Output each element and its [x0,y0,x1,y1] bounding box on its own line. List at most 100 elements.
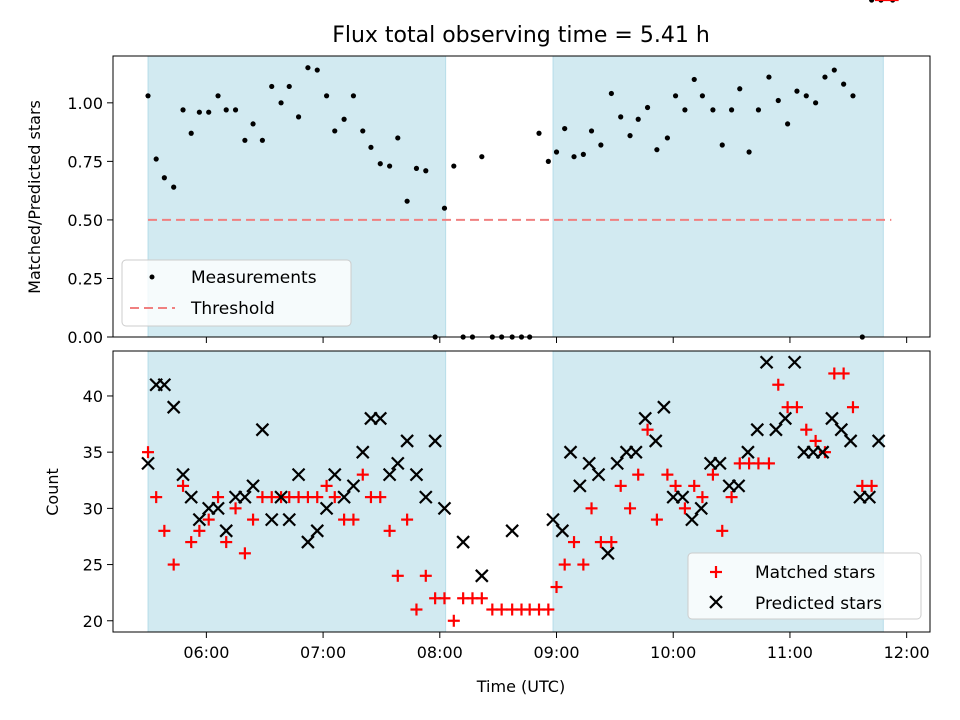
matched-star-point [247,513,260,526]
y-tick-label: 0.50 [67,211,103,230]
measurement-point [479,154,485,160]
predicted-star-point [176,467,190,482]
matched-star-point [238,547,251,560]
measurement-point [305,65,311,71]
bottom-axes-frame [112,350,931,633]
x-tick-label: 10:00 [650,643,696,662]
legend-matched-label: Matched stars [755,563,875,583]
measurement-point [562,125,568,132]
measurement-point [746,149,752,155]
matched-star-point [311,491,324,504]
predicted-star-point [778,411,793,426]
predicted-star-point [327,467,342,482]
measurement-point [699,93,706,99]
predicted-star-point [264,512,279,527]
matched-star-point [193,524,206,537]
measurement-point [710,107,716,113]
measurement-point [395,135,401,141]
top-y-ticks: 0.00 0.25 0.50 0.75 1.00 [67,94,113,347]
matched-star-point [568,536,581,549]
measurement-point [728,107,735,113]
measurement-point [250,121,256,127]
predicted-star-point [759,355,774,370]
predicted-star-point [301,535,315,549]
top-axes-frame [112,55,931,338]
measurement-point [571,154,577,160]
bottom-panel: 20 25 30 35 40 06:00 07:00 08:00 09:00 10:00 11:0… [43,0,931,696]
predicted-star-point [582,456,596,471]
predicted-star-point [437,501,452,516]
predicted-star-point [255,422,270,437]
matched-star-point [632,468,645,481]
predicted-star-point [211,501,225,516]
matched-star-point [725,491,738,504]
y-tick-label: 25 [83,556,103,575]
measurement-point [588,128,595,134]
bottom-y-axis-label: Count [43,468,62,516]
y-tick-label: 1.00 [67,94,103,113]
predicted-star-point [694,501,709,516]
legend-predicted-label: Predicted stars [755,594,882,614]
measurement-point [360,128,366,134]
measurement-point [423,168,429,174]
predicted-star-point [419,490,433,504]
predicted-star-point [428,434,442,448]
bottom-legend: Matched stars Predicted stars [687,552,922,620]
matched-star-point [696,491,709,504]
measurement-point [161,175,167,181]
measurement-point [755,107,762,113]
matched-star-point [347,513,360,526]
matched-star-point [185,536,198,549]
matched-star-point [320,479,333,492]
legend-predicted-marker [709,595,723,609]
y-tick-label: 0.25 [67,269,103,288]
predicted-star-point [319,501,334,516]
measurement-point [341,116,347,122]
bottom-x-ticks: 06:00 07:00 08:00 09:00 10:00 11:00 12:00 [183,632,930,662]
measurement-point [682,107,688,113]
predicted-star-point [310,524,325,538]
y-tick-label: 40 [83,387,103,406]
matched-star-point [624,502,637,515]
predicted-star-point [184,490,198,504]
predicted-star-point [246,479,260,493]
matched-star-point [401,513,414,526]
predicted-star-point [475,569,489,583]
predicted-star-point [741,445,755,459]
measurement-point [404,198,410,204]
measurement-point [775,97,781,104]
predicted-star-point [769,422,783,437]
measurement-point [145,93,151,99]
measurement-point [242,137,248,143]
matched-star-point [177,479,190,492]
matched-star-point [410,603,423,616]
matched-star-point [356,468,369,481]
matched-star-point [202,513,215,526]
matched-star-point [809,434,822,447]
measurement-point [188,130,194,136]
predicted-star-point [141,456,155,471]
predicted-star-point [291,467,306,482]
matched-star-point [762,457,775,470]
predicted-star-point [400,434,414,448]
predicted-star-point [648,434,663,448]
matched-star-point [374,491,387,504]
predicted-star-point [657,400,671,414]
matched-star-point [585,502,598,515]
matched-star-point [661,468,674,481]
predicted-star-point [166,400,181,414]
matched-star-point [837,367,850,380]
x-axis-label: Time (UTC) [476,677,565,696]
predicted-stars-points [141,355,886,583]
matched-star-point [495,603,508,616]
predicted-star-point [382,467,397,482]
predicted-star-point [157,377,172,392]
top-panel: 0.00 0.25 0.50 0.75 1.00 Matched/Predicted s… [25,0,931,347]
measurement-point [850,93,856,99]
top-y-axis-label: Matched/Predicted stars [25,100,44,294]
legend-measurements-label: Measurements [191,268,317,288]
measurement-point [196,109,202,115]
matched-star-point [818,446,831,459]
matched-star-point [150,491,163,504]
bottom-y-ticks: 20 25 30 35 40 [83,387,113,631]
